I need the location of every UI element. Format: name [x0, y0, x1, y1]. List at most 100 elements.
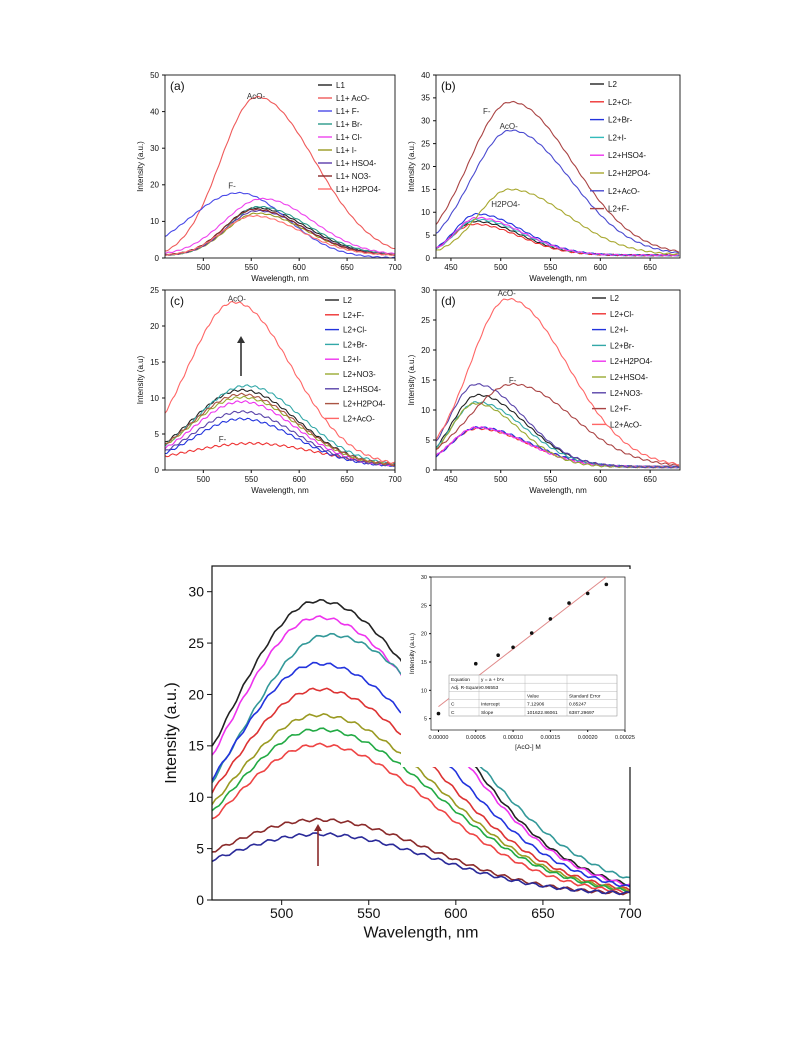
- x-axis-label: Wavelength, nm: [529, 486, 587, 495]
- legend-label: L2+AcO-: [610, 420, 642, 429]
- legend-label: L2: [610, 294, 619, 303]
- legend-label: L1+ Br-: [336, 120, 363, 129]
- x-tick-label: 650: [643, 263, 657, 272]
- series-line-7: [165, 392, 395, 466]
- y-tick-label: 20: [421, 162, 430, 171]
- y-axis-label: Intensity (a.u.): [407, 141, 416, 192]
- y-tick-label: 0: [155, 254, 160, 263]
- peak-annotation: AcO-: [500, 122, 519, 131]
- x-tick-label: 700: [388, 475, 402, 484]
- x-tick-label: 500: [197, 475, 211, 484]
- table-cell: 7.12906: [527, 702, 545, 708]
- inset-y-tick-label: 25: [421, 603, 427, 609]
- y-tick-label: 0: [426, 466, 431, 475]
- y-tick-label: 30: [421, 286, 430, 295]
- legend-label: L2+F-: [343, 311, 364, 320]
- series-line-5: [212, 712, 630, 893]
- legend-label: L2+H2PO4-: [610, 357, 653, 366]
- increase-arrow-c-head: [237, 336, 245, 343]
- y-tick-label: 25: [150, 286, 159, 295]
- legend-label: L1+ AcO-: [336, 94, 370, 103]
- legend: L2 L2+F- L2+Cl- L2+Br- L2+I- L2+NO3- L2+HSO4- L…: [325, 296, 386, 423]
- legend-label: L1+ HSO4-: [336, 159, 377, 168]
- table-cell: Value: [527, 693, 539, 699]
- data-point: [436, 711, 441, 716]
- y-tick-label: 20: [150, 322, 159, 331]
- legend-label: L2+Cl-: [610, 310, 634, 319]
- legend-label: L1+ Cl-: [336, 133, 362, 142]
- inset-y-tick-label: 20: [421, 632, 427, 638]
- legend-label: L2+F-: [610, 405, 631, 414]
- x-tick-label: 700: [618, 905, 642, 921]
- legend-label: L2+HSO4-: [608, 151, 646, 160]
- y-tick-label: 25: [421, 139, 430, 148]
- table-cell: C: [451, 702, 455, 708]
- legend-label: L2+H2PO4-: [343, 400, 386, 409]
- x-tick-label: 550: [544, 263, 558, 272]
- inset-y-axis-label: Intensity (a.u.): [409, 633, 416, 674]
- data-point: [496, 653, 500, 657]
- series-line-5: [436, 402, 680, 469]
- y-tick-label: 10: [188, 789, 204, 805]
- y-tick-label: 5: [155, 430, 160, 439]
- series-line-6: [436, 129, 680, 254]
- legend: L1 L1+ AcO- L1+ F- L1+ Br- L1+ Cl- L1+ I- L1+ …: [318, 81, 381, 194]
- legend-label: L1+ I-: [336, 146, 357, 155]
- legend-label: L1+ NO3-: [336, 172, 371, 181]
- data-point: [511, 645, 515, 650]
- series-line-2: [165, 417, 395, 467]
- inset-x-tick-label: 0.00005: [466, 735, 486, 741]
- series-line-7: [436, 382, 680, 467]
- plot-frame: [164, 289, 396, 471]
- x-tick-label: 550: [544, 475, 558, 484]
- x-tick-label: 650: [340, 475, 354, 484]
- increase-arrow-main-head: [314, 824, 322, 831]
- x-tick-label: 600: [594, 475, 608, 484]
- y-tick-label: 30: [421, 117, 430, 126]
- legend-label: L2: [343, 296, 352, 305]
- table-cell: C: [451, 710, 455, 716]
- table-cell: Adj. R-Square: [451, 685, 481, 691]
- chart-panel-a: 500 550 600 650 700 0 10 20 30 40 50 Wavelength, nm…: [136, 71, 402, 283]
- y-tick-label: 50: [150, 71, 159, 80]
- legend-label: L2+NO3-: [610, 389, 643, 398]
- legend-label: L2+NO3-: [343, 370, 376, 379]
- legend-label: L2+I-: [343, 355, 362, 364]
- chart-panel-b: 450 500 550 600 650 0 5 10 15 20 25 30 35 40 Wavelengt…: [407, 71, 681, 283]
- inset-x-tick-label: 0.00015: [540, 735, 560, 741]
- plot-frame: [435, 74, 681, 259]
- x-tick-label: 500: [197, 263, 211, 272]
- y-tick-label: 25: [421, 316, 430, 325]
- y-tick-label: 15: [421, 376, 430, 385]
- y-tick-label: 35: [421, 94, 430, 103]
- table-cell: Intercept: [481, 702, 500, 708]
- data-point: [604, 582, 609, 587]
- panel-label: (d): [441, 294, 456, 308]
- y-tick-label: 15: [421, 185, 430, 194]
- x-axis-label: Wavelength, nm: [363, 925, 478, 942]
- inset-frame: [430, 576, 626, 731]
- series-line-3: [436, 401, 680, 469]
- y-tick-label: 15: [188, 738, 204, 754]
- table-cell: 101622.86061: [527, 710, 558, 716]
- legend-label: L1: [336, 81, 345, 90]
- peak-annotation: F-: [483, 107, 491, 116]
- data-point: [585, 591, 590, 596]
- y-tick-label: 0: [196, 892, 204, 908]
- y-tick-label: 30: [150, 144, 159, 153]
- peak-annotation: H2PO4-: [491, 200, 520, 209]
- table-cell: Standard Error: [569, 693, 601, 699]
- table-cell: Equation: [451, 677, 470, 683]
- legend-label: L2+Br-: [610, 341, 635, 350]
- series-line-5: [165, 395, 395, 467]
- x-tick-label: 600: [594, 263, 608, 272]
- x-tick-label: 450: [444, 263, 458, 272]
- x-tick-label: 650: [340, 263, 354, 272]
- table-cell: Slope: [481, 710, 494, 716]
- peak-annotation: F-: [219, 435, 227, 444]
- y-axis-label: Intensity (a.u.): [136, 141, 145, 192]
- data-point: [567, 601, 571, 605]
- x-tick-label: 550: [245, 475, 259, 484]
- legend-label: L2+HSO4-: [610, 373, 648, 382]
